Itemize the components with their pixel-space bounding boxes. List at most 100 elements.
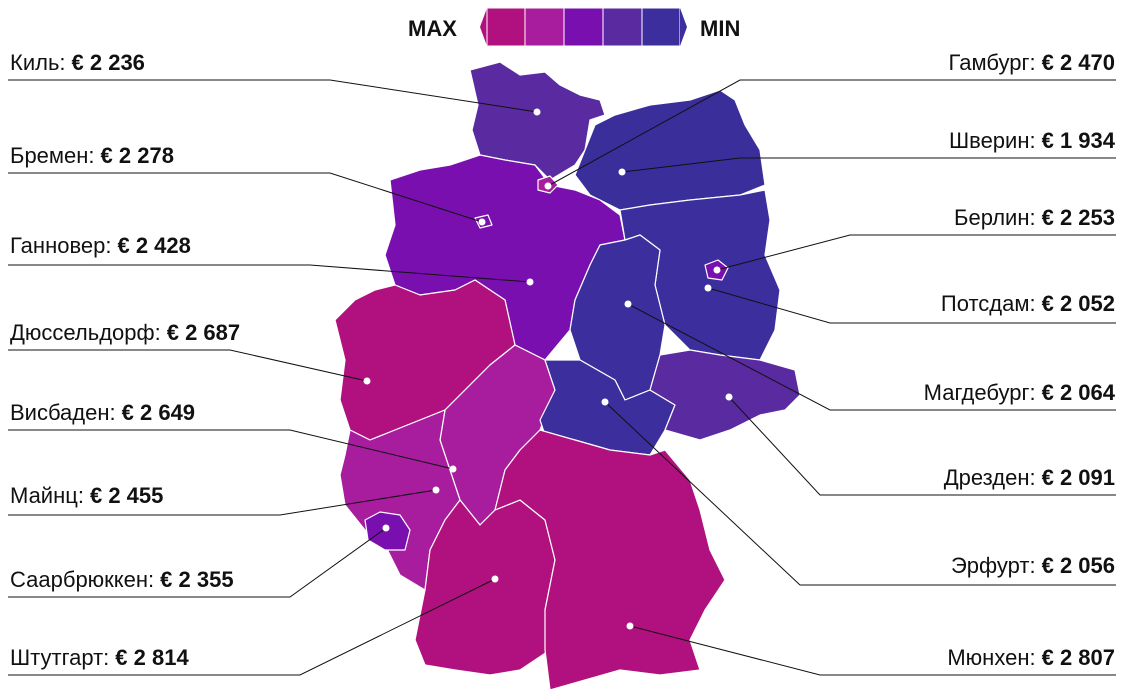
city-salary: € 2 355	[160, 567, 233, 592]
city-label: Штутгарт: € 2 814	[8, 575, 499, 676]
city-dot	[382, 524, 390, 532]
city-text: Штутгарт: € 2 814	[10, 645, 189, 670]
city-label: Дюссельдорф: € 2 687	[8, 320, 371, 385]
city-dot	[704, 284, 712, 292]
city-name: Берлин:	[954, 205, 1036, 230]
legend-swatch	[486, 7, 526, 47]
state-bavaria	[494, 429, 726, 691]
city-text: Майнц: € 2 455	[10, 483, 163, 508]
city-text: Саарбрюккен: € 2 355	[10, 567, 234, 592]
city-dot	[478, 218, 486, 226]
city-dot	[432, 486, 440, 494]
leader-line	[8, 489, 437, 516]
city-salary: € 2 470	[1042, 50, 1115, 75]
city-text: Эрфурт: € 2 056	[951, 553, 1115, 578]
leader-line	[8, 79, 538, 113]
leader-line	[8, 349, 368, 382]
city-name: Ганновер:	[10, 233, 111, 258]
leader-line	[604, 401, 1116, 586]
city-name: Висбаден:	[10, 400, 116, 425]
city-text: Бремен: € 2 278	[10, 143, 174, 168]
city-salary: € 2 064	[1042, 380, 1116, 405]
city-dot	[544, 182, 552, 190]
legend: MAX MIN	[408, 7, 740, 47]
city-salary: € 2 428	[117, 233, 190, 258]
city-name: Эрфурт:	[951, 553, 1036, 578]
city-text: Мюнхен: € 2 807	[947, 645, 1115, 670]
city-dot	[533, 108, 541, 116]
city-dot	[713, 266, 721, 274]
leader-line	[8, 264, 531, 283]
city-text: Шверин: € 1 934	[949, 128, 1116, 153]
city-dot	[618, 168, 626, 176]
city-name: Саарбрюккен:	[10, 567, 154, 592]
city-dot	[626, 622, 634, 630]
city-name: Потсдам:	[941, 291, 1036, 316]
city-salary: € 2 455	[90, 483, 163, 508]
city-dot	[526, 278, 534, 286]
leader-line	[707, 287, 1116, 324]
city-dot	[363, 377, 371, 385]
city-label: Эрфурт: € 2 056	[601, 398, 1116, 586]
city-name: Бремен:	[10, 143, 95, 168]
city-name: Дрезден:	[944, 465, 1036, 490]
leader-line	[8, 527, 387, 598]
legend-swatch	[602, 7, 643, 47]
city-salary: € 2 807	[1042, 645, 1115, 670]
legend-min: MIN	[700, 16, 740, 41]
city-salary: € 2 052	[1042, 291, 1115, 316]
city-text: Дрезден: € 2 091	[944, 465, 1115, 490]
city-text: Дюссельдорф: € 2 687	[10, 320, 240, 345]
city-label: Саарбрюккен: € 2 355	[8, 524, 390, 598]
legend-arrow-right	[680, 8, 687, 46]
city-salary: € 1 934	[1042, 128, 1116, 153]
leader-line	[8, 429, 454, 470]
city-salary: € 2 056	[1042, 553, 1115, 578]
legend-swatch	[524, 7, 565, 47]
leader-line	[8, 578, 496, 676]
city-dot	[601, 398, 609, 406]
legend-arrow-left	[480, 8, 487, 46]
city-name: Гамбург:	[949, 50, 1036, 75]
city-dot	[624, 300, 632, 308]
leader-line	[8, 172, 483, 223]
legend-swatch	[641, 7, 681, 47]
leader-line	[629, 625, 1116, 676]
city-text: Магдебург: € 2 064	[924, 380, 1116, 405]
city-dot	[491, 575, 499, 583]
city-salary: € 2 687	[167, 320, 240, 345]
state-thuringia	[539, 359, 676, 456]
city-salary: € 2 091	[1042, 465, 1115, 490]
city-dot	[449, 465, 457, 473]
city-label: Берлин: € 2 253	[713, 205, 1116, 274]
city-text: Берлин: € 2 253	[954, 205, 1115, 230]
city-salary: € 2 814	[115, 645, 189, 670]
city-name: Майнц:	[10, 483, 84, 508]
city-salary: € 2 253	[1042, 205, 1115, 230]
leader-line	[728, 396, 1116, 496]
city-name: Мюнхен:	[947, 645, 1035, 670]
city-name: Дюссельдорф:	[10, 320, 161, 345]
city-label: Шверин: € 1 934	[618, 128, 1116, 176]
city-text: Гамбург: € 2 470	[949, 50, 1115, 75]
germany-map	[334, 61, 801, 691]
city-label: Гамбург: € 2 470	[544, 50, 1116, 190]
city-label: Мюнхен: € 2 807	[626, 622, 1116, 676]
city-salary: € 2 649	[122, 400, 195, 425]
city-label: Потсдам: € 2 052	[704, 284, 1116, 324]
city-dot	[725, 393, 733, 401]
state-schleswig-holstein	[469, 61, 606, 181]
city-label: Майнц: € 2 455	[8, 483, 440, 516]
city-name: Магдебург:	[924, 380, 1036, 405]
leader-line	[716, 234, 1116, 271]
city-label: Ганновер: € 2 428	[8, 233, 534, 286]
state-mecklenburg	[574, 89, 766, 211]
city-salary: € 2 278	[101, 143, 174, 168]
city-label: Бремен: € 2 278	[8, 143, 486, 226]
city-label: Киль: € 2 236	[8, 50, 541, 116]
leader-line	[627, 303, 1116, 411]
city-text: Потсдам: € 2 052	[941, 291, 1115, 316]
leader-line	[547, 79, 1116, 187]
leader-line	[621, 157, 1116, 173]
